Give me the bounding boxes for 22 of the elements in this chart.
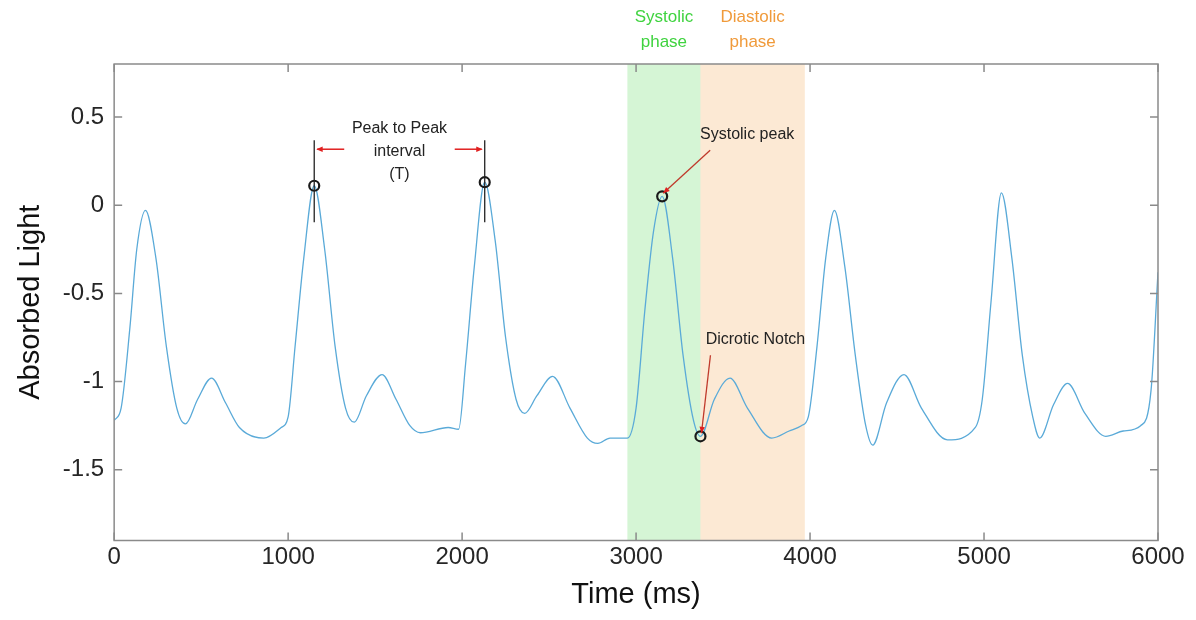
x-tick-label: 2000	[435, 542, 489, 570]
annotation: Peak to Peak interval (T)	[351, 118, 449, 182]
y-tick-label: -0.5	[62, 278, 105, 305]
y-axis-title: Absorbed Light	[13, 204, 46, 400]
annotation: Systolic peak	[700, 124, 796, 142]
x-tick-label: 3000	[609, 542, 663, 570]
point	[308, 179, 321, 192]
point	[478, 176, 491, 189]
y-tick-label: -1.5	[62, 454, 105, 482]
y-tick-label: 0	[90, 189, 105, 217]
x-axis-title: Time (ms)	[571, 576, 701, 609]
point	[656, 190, 669, 203]
point	[694, 430, 707, 443]
x-tick-label: 6000	[1131, 542, 1185, 570]
x-tick-label: 1000	[261, 542, 315, 570]
x-tick-label: 5000	[957, 542, 1011, 570]
band-label: Systolic phase	[634, 6, 694, 51]
band-label: Diastolic phase	[720, 6, 786, 51]
y-tick-label: -1	[82, 366, 105, 394]
y-tick-label: 0.5	[70, 101, 105, 129]
annotation: Dicrotic Notch	[705, 329, 806, 347]
x-tick-label: 4000	[783, 542, 837, 570]
